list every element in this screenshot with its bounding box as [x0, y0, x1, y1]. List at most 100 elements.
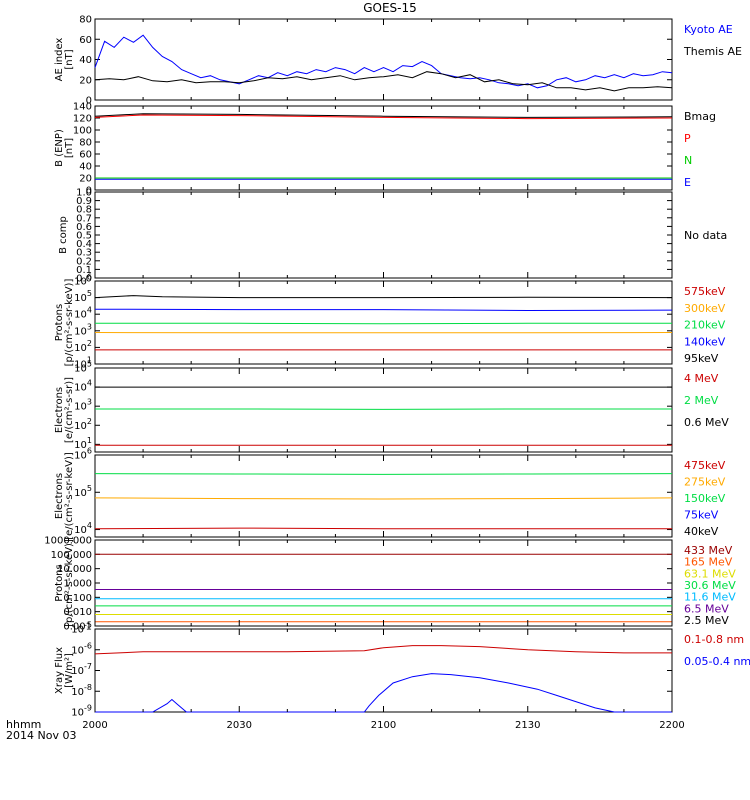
y-tick-label: 0.4	[76, 239, 92, 250]
x-axis: 2000 2030 2100 2130 2200	[82, 720, 684, 731]
y-tick-label: 105	[74, 289, 92, 304]
y-axis-label: Protons	[54, 564, 65, 601]
y-axis-label: Protons	[54, 304, 65, 341]
legend-entry: P	[684, 132, 691, 145]
panel-frame	[94, 454, 673, 538]
series-line-140kev	[94, 308, 673, 312]
x-tick-label: 2000	[82, 720, 107, 731]
y-tick-label: 0.8	[76, 205, 92, 216]
series-line-themis-ae	[94, 71, 673, 92]
legend-entry: 210keV	[684, 319, 726, 332]
panel-frame	[94, 191, 673, 279]
y-tick-label: 100.000	[51, 550, 92, 561]
y-tick-label: 10-9	[71, 704, 92, 719]
series-line-bmag	[94, 113, 673, 118]
y-axis-label: [W/m²]	[64, 653, 75, 688]
y-tick-label: 0.010	[63, 607, 92, 618]
y-tick-label: 101	[74, 436, 92, 451]
y-axis-label: Electrons	[54, 387, 65, 433]
series-line-kyoto-ae	[94, 34, 673, 89]
panel-frame	[94, 539, 673, 627]
legend-entry: 30.6 MeV	[684, 579, 736, 592]
panel-electrons_kev: 104 105 106 Electrons [e/(cm²-s-sr-keV)] 475k…	[54, 447, 726, 540]
no-data-note: No data	[684, 229, 727, 242]
y-tick-label: 1.000	[63, 579, 92, 590]
y-tick-label: 102	[74, 339, 92, 354]
y-tick-label: 80	[79, 15, 92, 26]
panel-frame	[94, 18, 673, 101]
legend-entry: 140keV	[684, 335, 726, 348]
series-line-0-1-0-8-nm	[94, 645, 672, 655]
panel-protons_mev: 0.001 0.010 0.100 1.000 10.000 100.000 1000.00…	[44, 536, 736, 633]
y-axis-label: [p/(cm²-s-sr-keV)]	[64, 279, 75, 367]
y-tick-label: 60	[79, 35, 92, 46]
y-tick-label: 40	[79, 162, 92, 173]
legend-entry: Themis AE	[683, 45, 742, 58]
legend-entry: 0.6 MeV	[684, 416, 729, 429]
legend-entry: 40keV	[684, 525, 719, 538]
legend-entry: 11.6 MeV	[684, 591, 736, 604]
y-tick-label: 106	[74, 273, 92, 288]
y-tick-label: 105	[74, 360, 92, 375]
y-tick-label: 0.5	[76, 231, 92, 242]
y-tick-label: 40	[79, 55, 92, 66]
y-tick-label: 20	[79, 75, 92, 86]
panel-bcomp: 0.00.10.20.30.40.50.60.70.80.91.0 B comp N…	[58, 188, 727, 285]
x-tick-label: 2100	[371, 720, 396, 731]
y-tick-label: 10-5	[71, 621, 92, 636]
y-tick-label: 10-8	[71, 683, 92, 698]
panel-frame	[94, 367, 673, 453]
legend-entry: 275keV	[684, 476, 726, 489]
legend-entry: Kyoto AE	[684, 23, 733, 36]
chart-title: GOES-15	[363, 1, 417, 15]
y-tick-label: 120	[73, 114, 92, 125]
y-tick-label: 1000.000	[44, 536, 92, 547]
legend-entry: 475keV	[684, 459, 726, 472]
y-tick-label: 104	[74, 379, 92, 394]
y-tick-label: 140	[73, 102, 92, 113]
y-tick-label: 1.0	[76, 188, 92, 199]
y-tick-label: 103	[74, 322, 92, 337]
x-tick-label: 2200	[659, 720, 684, 731]
series-line-p	[94, 114, 673, 120]
y-tick-label: 100	[73, 126, 92, 137]
panel-electrons_mev: 101 102 103 104 105 Electrons [e/(cm²-s-sr)] 4 …	[54, 360, 729, 453]
legend-entry: 165 MeV	[684, 556, 733, 569]
x-tick-label: 2030	[227, 720, 252, 731]
y-axis-label: Xray Flux	[54, 647, 65, 694]
y-axis-label: [nT]	[64, 138, 75, 158]
y-axis-label: [nT]	[64, 49, 75, 69]
y-axis-label: [p/(cm²-s-sr-keV)]	[64, 539, 75, 627]
legend-entry: 0.05-0.4 nm	[684, 655, 750, 668]
y-axis-label: [e/(cm²-s-sr)]	[64, 377, 75, 443]
legend-entry: 75keV	[684, 509, 719, 522]
legend-entry: 0.1-0.8 nm	[684, 633, 744, 646]
y-tick-label: 10-7	[71, 662, 92, 677]
y-tick-label: 80	[79, 138, 92, 149]
y-tick-label: 10.000	[57, 564, 92, 575]
y-axis-label: AE index	[54, 38, 65, 82]
y-tick-label: 0.9	[76, 196, 92, 207]
series-line-275kev	[94, 497, 673, 500]
y-tick-label: 102	[74, 417, 92, 432]
panel-ae: 0 20 40 60 80 AE index [nT] Kyoto AE Themis AE	[54, 15, 742, 107]
y-tick-label: 0	[86, 96, 92, 107]
legend-entry: 433 MeV	[684, 544, 733, 557]
series-line-475kev	[94, 527, 672, 530]
y-tick-label: 60	[79, 150, 92, 161]
y-tick-label: 10-6	[71, 641, 92, 656]
series-line-95kev	[94, 295, 673, 299]
y-tick-label: 20	[79, 174, 92, 185]
y-tick-label: 104	[74, 521, 92, 536]
y-tick-label: 0.100	[63, 593, 92, 604]
legend-entry: N	[684, 154, 692, 167]
panel-xray: 10-9 10-8 10-7 10-6 10-5 Xray Flux [W/m²] 0.1-0…	[54, 621, 750, 719]
legend-entry: 300keV	[684, 302, 726, 315]
legend-entry: Bmag	[684, 110, 716, 123]
legend-entry: 2 MeV	[684, 394, 719, 407]
legend-entry: 63.1 MeV	[684, 567, 736, 580]
y-tick-label: 0.001	[63, 622, 92, 633]
